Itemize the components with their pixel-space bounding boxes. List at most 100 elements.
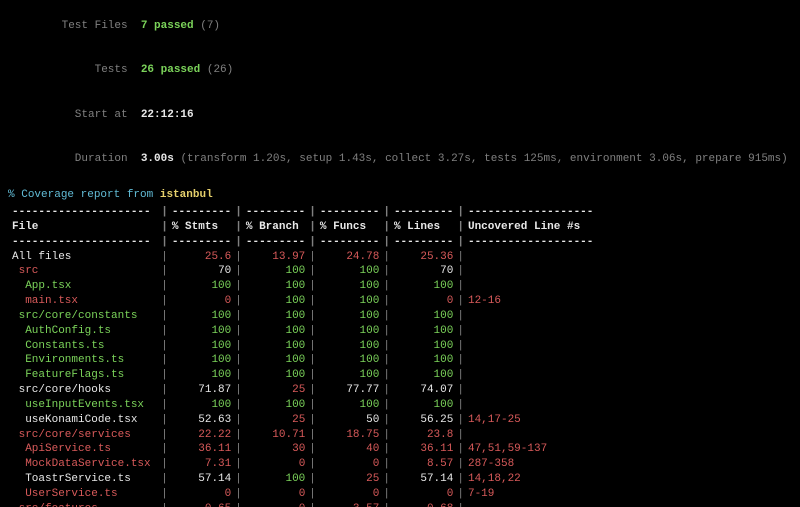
column-separator: | [383, 339, 390, 354]
column-separator: | [161, 324, 168, 339]
column-separator: | [457, 339, 464, 354]
stmts-cell: 0 [168, 294, 235, 309]
divider-row: ---------------------| ---------| ------… [8, 205, 597, 220]
duration-main: 3.00s [141, 153, 174, 165]
column-separator: | [235, 413, 242, 428]
uncovered-cell: 12-16 [464, 294, 597, 309]
label-duration: Duration [48, 152, 128, 167]
funcs-cell: 24.78 [316, 250, 383, 265]
funcs-cell: 100 [316, 339, 383, 354]
column-separator: | [161, 383, 168, 398]
stmts-cell: 7.31 [168, 457, 235, 472]
uncovered-cell [464, 398, 597, 413]
funcs-cell: 18.75 [316, 428, 383, 443]
lines-cell: 100 [390, 339, 457, 354]
coverage-percent-icon: % [8, 189, 15, 201]
lines-cell: 74.07 [390, 383, 457, 398]
column-separator: | [235, 442, 242, 457]
lines-cell: 57.14 [390, 472, 457, 487]
column-separator: | [235, 353, 242, 368]
lines-cell: 23.8 [390, 428, 457, 443]
file-cell: ApiService.ts [8, 442, 161, 457]
label-start-at: Start at [48, 108, 128, 123]
column-separator: | [235, 250, 242, 265]
column-separator: | [309, 383, 316, 398]
column-separator: | [235, 428, 242, 443]
file-cell: UserService.ts [8, 487, 161, 502]
lines-cell: 100 [390, 279, 457, 294]
header-row: File| % Stmts| % Branch| % Funcs| % Line… [8, 220, 597, 235]
column-separator: | [457, 457, 464, 472]
column-separator: | [309, 250, 316, 265]
file-cell: src/core/constants [8, 309, 161, 324]
funcs-cell: 40 [316, 442, 383, 457]
stmts-cell: 100 [168, 309, 235, 324]
column-separator: | [457, 250, 464, 265]
column-separator: | [457, 264, 464, 279]
column-separator: | [383, 264, 390, 279]
funcs-cell: 100 [316, 353, 383, 368]
col-stmts: % Stmts [168, 220, 235, 235]
column-separator: | [383, 353, 390, 368]
lines-cell: 56.25 [390, 413, 457, 428]
file-cell: App.tsx [8, 279, 161, 294]
file-cell: src/core/hooks [8, 383, 161, 398]
stmts-cell: 0 [168, 487, 235, 502]
uncovered-cell: 287-358 [464, 457, 597, 472]
coverage-tool: istanbul [160, 189, 213, 201]
file-cell: main.tsx [8, 294, 161, 309]
column-separator: | [457, 324, 464, 339]
table-row: src/core/hooks|71.87|25|77.77|74.07| [8, 383, 597, 398]
branch-cell: 25 [242, 413, 309, 428]
column-separator: | [235, 472, 242, 487]
coverage-table: ---------------------| ---------| ------… [8, 205, 597, 507]
column-separator: | [457, 472, 464, 487]
column-separator: | [235, 309, 242, 324]
file-cell: AuthConfig.ts [8, 324, 161, 339]
branch-cell: 100 [242, 353, 309, 368]
lines-cell: 70 [390, 264, 457, 279]
col-lines: % Lines [390, 220, 457, 235]
column-separator: | [235, 502, 242, 507]
divider-row: ---------------------| ---------| ------… [8, 235, 597, 250]
table-row: useKonamiCode.tsx|52.63|25|50|56.25|14,1… [8, 413, 597, 428]
column-separator: | [161, 428, 168, 443]
column-separator: | [235, 398, 242, 413]
uncovered-cell: 47,51,59-137 [464, 442, 597, 457]
column-separator: | [309, 472, 316, 487]
column-separator: | [309, 339, 316, 354]
column-separator: | [161, 502, 168, 507]
stmts-cell: 25.6 [168, 250, 235, 265]
table-row: src/core/constants|100|100|100|100| [8, 309, 597, 324]
uncovered-cell [464, 250, 597, 265]
col-branch: % Branch [242, 220, 309, 235]
stmts-cell: 70 [168, 264, 235, 279]
file-cell: src/core/services [8, 428, 161, 443]
col-file: File [8, 220, 161, 235]
branch-cell: 30 [242, 442, 309, 457]
lines-cell: 8.57 [390, 457, 457, 472]
funcs-cell: 25 [316, 472, 383, 487]
column-separator: | [161, 339, 168, 354]
column-separator: | [161, 264, 168, 279]
column-separator: | [457, 413, 464, 428]
column-separator: | [309, 428, 316, 443]
funcs-cell: 100 [316, 398, 383, 413]
column-separator: | [161, 442, 168, 457]
column-separator: | [383, 457, 390, 472]
file-cell: MockDataService.tsx [8, 457, 161, 472]
stmts-cell: 100 [168, 339, 235, 354]
lines-cell: 0 [390, 294, 457, 309]
start-at-value: 22:12:16 [141, 109, 194, 121]
table-row: Environments.ts|100|100|100|100| [8, 353, 597, 368]
uncovered-cell [464, 368, 597, 383]
uncovered-cell [464, 324, 597, 339]
column-separator: | [235, 368, 242, 383]
label-test-files: Test Files [48, 19, 128, 34]
tests-passed: 26 passed [141, 64, 200, 76]
stmts-cell: 22.22 [168, 428, 235, 443]
column-separator: | [383, 309, 390, 324]
file-cell: Environments.ts [8, 353, 161, 368]
branch-cell: 100 [242, 309, 309, 324]
funcs-cell: 100 [316, 368, 383, 383]
